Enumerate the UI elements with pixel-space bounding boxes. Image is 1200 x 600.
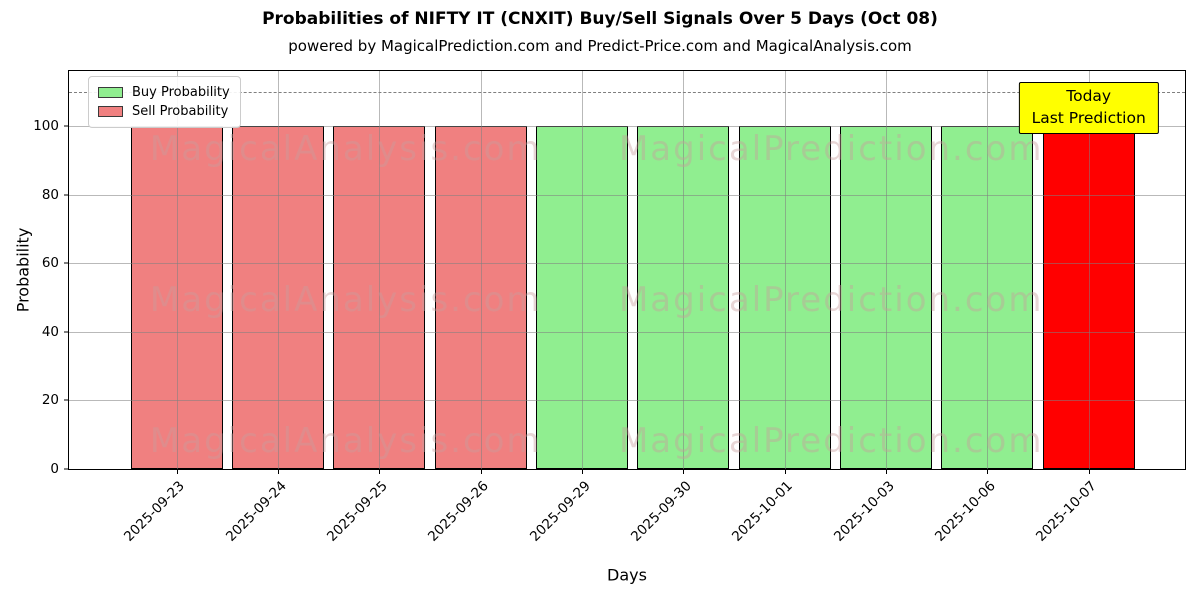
vertical-gridline [784, 71, 786, 469]
y-tick-label: 40 [41, 323, 59, 340]
vertical-gridline [379, 71, 381, 469]
horizontal-gridline [69, 194, 1185, 196]
horizontal-gridline [69, 331, 1185, 333]
x-tick-mark [784, 469, 786, 474]
vertical-gridline [1088, 71, 1090, 469]
y-tick-mark [64, 399, 69, 401]
y-tick-mark [64, 468, 69, 470]
y-tick-label: 0 [50, 461, 59, 477]
y-tick-label: 60 [41, 255, 59, 272]
x-tick-label: 2025-10-01 [729, 478, 797, 545]
x-tick-label: 2025-10-07 [1033, 478, 1101, 545]
y-tick-mark [64, 125, 69, 127]
x-tick-label: 2025-10-03 [830, 478, 898, 545]
watermark-text: MagicalAnalysis.com [149, 128, 542, 169]
legend-label-sell: Sell Probability [132, 104, 229, 119]
y-tick-label: 100 [33, 117, 59, 134]
x-tick-label: 2025-09-29 [526, 478, 594, 545]
y-tick-mark [64, 331, 69, 333]
x-tick-mark [1088, 469, 1090, 474]
legend-label-buy: Buy Probability [132, 85, 230, 100]
y-tick-label: 80 [41, 186, 59, 203]
x-tick-mark [278, 469, 280, 474]
buy-swatch-icon [98, 87, 123, 98]
y-tick-mark [64, 262, 69, 264]
x-tick-mark [582, 469, 584, 474]
x-tick-label: 2025-09-25 [323, 478, 391, 545]
chart-title: Probabilities of NIFTY IT (CNXIT) Buy/Se… [262, 9, 938, 29]
vertical-gridline [176, 71, 178, 469]
x-tick-mark [176, 469, 178, 474]
y-tick-label: 20 [41, 392, 59, 409]
x-tick-mark [379, 469, 381, 474]
x-tick-mark [886, 469, 888, 474]
horizontal-gridline [69, 125, 1185, 127]
x-tick-label: 2025-09-26 [425, 478, 493, 545]
watermark-text: MagicalPrediction.com [618, 279, 1044, 320]
today-annotation-line2: Last Prediction [1031, 109, 1146, 127]
vertical-gridline [987, 71, 989, 469]
horizontal-gridline [69, 400, 1185, 402]
y-axis-label: Probability [13, 227, 33, 313]
watermark-text: MagicalPrediction.com [618, 421, 1044, 462]
watermark-text: MagicalAnalysis.com [149, 279, 542, 320]
y-tick-mark [64, 194, 69, 196]
vertical-gridline [278, 71, 280, 469]
legend-entry-sell: Sell Probability [98, 102, 230, 121]
horizontal-gridline [69, 263, 1185, 265]
x-tick-mark [480, 469, 482, 474]
legend-entry-buy: Buy Probability [98, 83, 230, 102]
x-tick-label: 2025-09-24 [222, 478, 290, 545]
x-tick-mark [683, 469, 685, 474]
chart-subtitle: powered by MagicalPrediction.com and Pre… [288, 37, 912, 55]
x-axis-label: Days [607, 565, 647, 585]
watermark-text: MagicalAnalysis.com [149, 421, 542, 462]
vertical-gridline [582, 71, 584, 469]
sell-swatch-icon [98, 106, 123, 117]
x-tick-label: 2025-10-06 [931, 478, 999, 545]
today-annotation: Today Last Prediction [1018, 82, 1159, 134]
watermark-text: MagicalPrediction.com [618, 128, 1044, 169]
threshold-dashed-line [69, 91, 1185, 93]
vertical-gridline [683, 71, 685, 469]
x-tick-label: 2025-09-23 [121, 478, 189, 545]
x-tick-mark [987, 469, 989, 474]
vertical-gridline [480, 71, 482, 469]
legend: Buy Probability Sell Probability [88, 76, 241, 128]
vertical-gridline [886, 71, 888, 469]
x-tick-label: 2025-09-30 [627, 478, 695, 545]
today-annotation-line1: Today [1066, 87, 1112, 105]
plot-area: MagicalAnalysis.com MagicalPrediction.com… [33, 70, 1186, 545]
